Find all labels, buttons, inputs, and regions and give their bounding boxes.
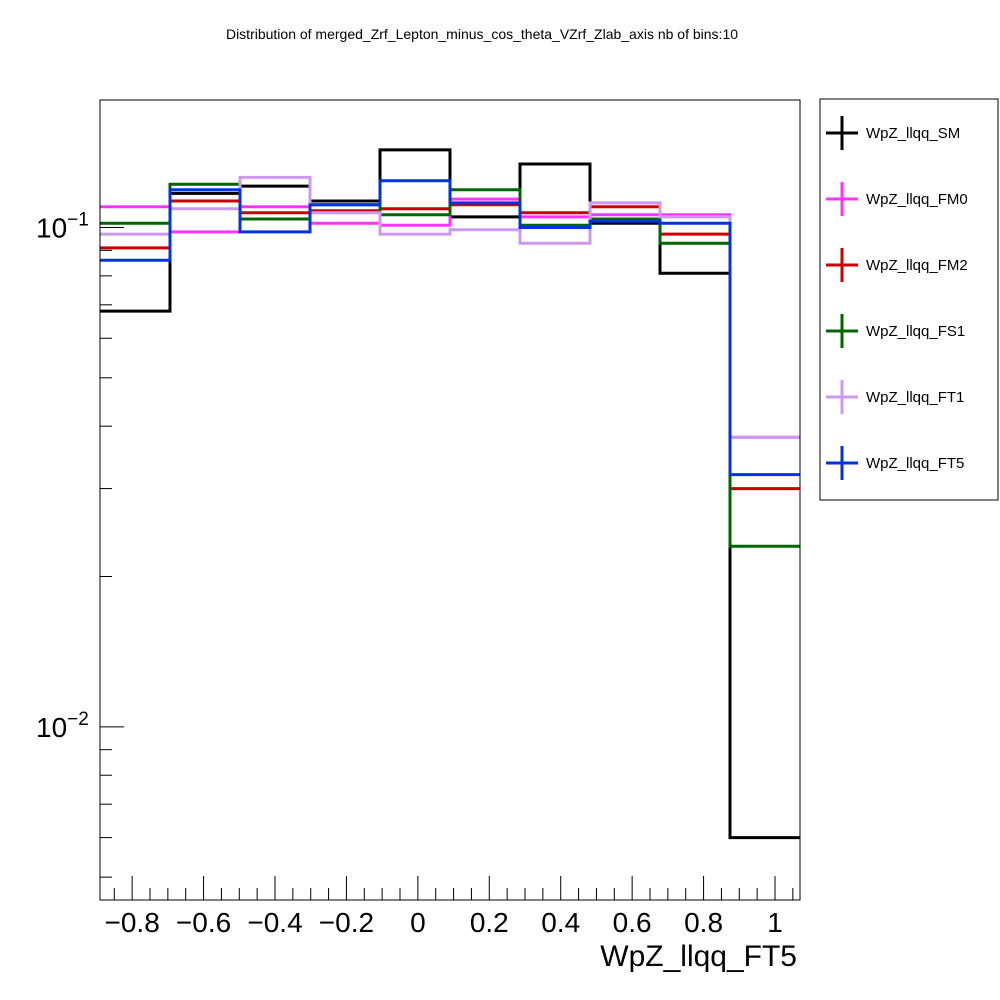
x-tick-label: −0.6 <box>176 907 231 938</box>
series-line-6 <box>100 179 800 477</box>
x-tick-label: 0.8 <box>684 907 723 938</box>
legend-box <box>819 98 999 501</box>
y-axis: 10−1 10−2 <box>36 209 124 878</box>
x-tick-label: −0.8 <box>105 907 160 938</box>
chart-title: Distribution of merged_Zrf_Lepton_minus_… <box>226 26 738 42</box>
series-layer <box>100 148 800 840</box>
plot-frame <box>99 99 801 901</box>
legend: WpZ_llqq_SM WpZ_llqq_FM0 WpZ_llqq_FM2 WpZ_l… <box>819 98 999 501</box>
legend-label: WpZ_llqq_FM2 <box>866 257 968 274</box>
legend-label: WpZ_llqq_FM0 <box>866 191 968 208</box>
series-line-1 <box>100 148 800 840</box>
legend-label: WpZ_llqq_FS1 <box>866 323 965 340</box>
y-tick-label: 10−1 <box>36 209 89 243</box>
x-tick-label: −0.4 <box>247 907 302 938</box>
legend-label: WpZ_llqq_FT5 <box>866 455 964 472</box>
x-tick-label: 0.6 <box>613 907 652 938</box>
x-axis: −0.8 −0.6 −0.4 −0.2 0 0.2 0.4 0.6 0.8 1 <box>105 876 794 938</box>
x-tick-label: 0.2 <box>470 907 509 938</box>
x-tick-label: 0.4 <box>541 907 580 938</box>
x-tick-label: −0.2 <box>319 907 374 938</box>
legend-label: WpZ_llqq_FT1 <box>866 389 964 406</box>
legend-label: WpZ_llqq_SM <box>866 125 960 142</box>
y-tick-label: 10−2 <box>36 709 89 743</box>
series-line-4 <box>100 182 800 548</box>
x-axis-title: WpZ_llqq_FT5 <box>600 940 797 973</box>
x-tick-label: 0 <box>410 907 426 938</box>
x-tick-label: 1 <box>767 907 783 938</box>
